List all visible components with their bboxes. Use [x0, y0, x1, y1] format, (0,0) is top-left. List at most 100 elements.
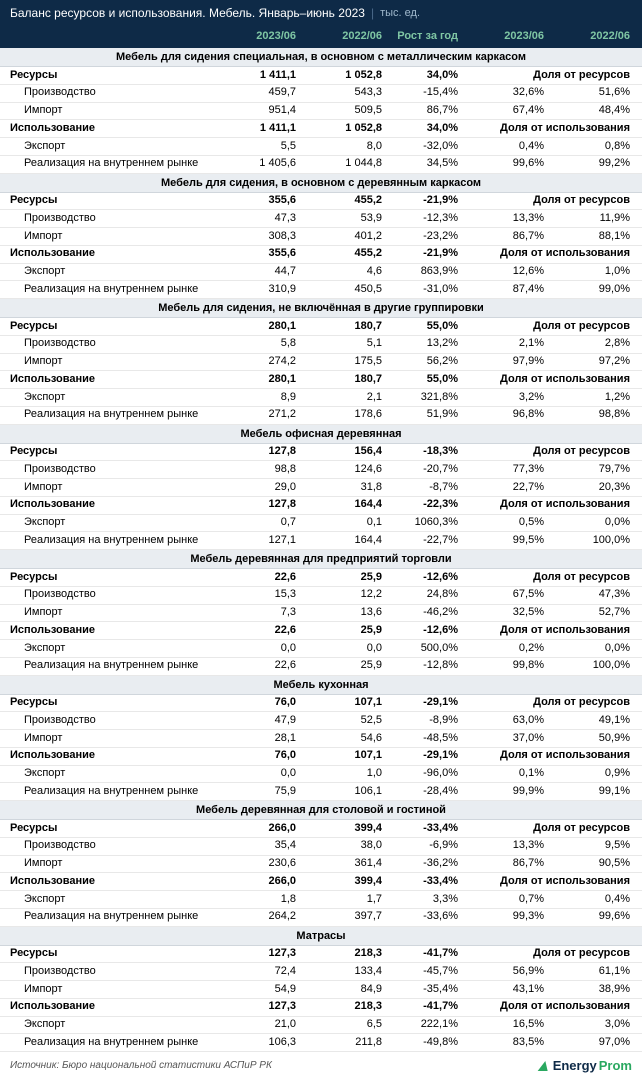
value-2022: 178,6: [296, 408, 382, 422]
value-2023: 76,0: [210, 749, 296, 763]
value-2022: 107,1: [296, 696, 382, 710]
value-2022: 133,4: [296, 965, 382, 979]
value-2023: 0,7: [210, 516, 296, 530]
row-label: Ресурсы: [10, 571, 210, 585]
share-2023: 99,6%: [458, 157, 544, 171]
share-2023: 67,5%: [458, 588, 544, 602]
growth: -46,2%: [382, 606, 458, 620]
share-2022: 97,2%: [544, 355, 630, 369]
table-row: Импорт230,6361,4-36,2%86,7%90,5%: [0, 856, 642, 874]
share-2023: 63,0%: [458, 714, 544, 728]
table-row: Использование280,1180,755,0%Доля от испо…: [0, 371, 642, 389]
row-label: Производство: [10, 86, 210, 100]
row-label: Экспорт: [10, 265, 210, 279]
share-label: Доля от использования: [458, 749, 630, 763]
growth: 34,0%: [382, 69, 458, 83]
value-2022: 164,4: [296, 534, 382, 548]
growth: -23,2%: [382, 230, 458, 244]
row-label: Экспорт: [10, 893, 210, 907]
share-2023: 43,1%: [458, 983, 544, 997]
value-2023: 0,0: [210, 642, 296, 656]
share-label: Доля от ресурсов: [458, 696, 630, 710]
value-2023: 355,6: [210, 194, 296, 208]
share-label: Доля от ресурсов: [458, 69, 630, 83]
growth: -49,8%: [382, 1036, 458, 1050]
value-2022: 509,5: [296, 104, 382, 118]
share-2023: 99,8%: [458, 659, 544, 673]
growth: -48,5%: [382, 732, 458, 746]
table-row: Производство35,438,0-6,9%13,3%9,5%: [0, 838, 642, 856]
value-2022: 543,3: [296, 86, 382, 100]
share-label: Доля от использования: [458, 247, 630, 261]
share-2023: 87,4%: [458, 283, 544, 297]
value-2023: 274,2: [210, 355, 296, 369]
value-2022: 106,1: [296, 785, 382, 799]
table-row: Ресурсы1 411,11 052,834,0%Доля от ресурс…: [0, 67, 642, 85]
value-2023: 35,4: [210, 839, 296, 853]
growth: 500,0%: [382, 642, 458, 656]
row-label: Производство: [10, 463, 210, 477]
share-label: Доля от ресурсов: [458, 947, 630, 961]
table-row: Реализация на внутреннем рынке106,3211,8…: [0, 1034, 642, 1052]
col-header-2023-06-b: 2023/06: [458, 30, 544, 42]
share-2022: 38,9%: [544, 983, 630, 997]
row-label: Использование: [10, 624, 210, 638]
value-2023: 22,6: [210, 659, 296, 673]
share-2022: 49,1%: [544, 714, 630, 728]
value-2022: 180,7: [296, 373, 382, 387]
value-2022: 52,5: [296, 714, 382, 728]
growth: -22,3%: [382, 498, 458, 512]
growth: 55,0%: [382, 320, 458, 334]
row-label: Ресурсы: [10, 696, 210, 710]
col-header-2022-06-a: 2022/06: [296, 30, 382, 42]
table-row: Экспорт1,81,73,3%0,7%0,4%: [0, 891, 642, 909]
growth: -18,3%: [382, 445, 458, 459]
value-2022: 13,6: [296, 606, 382, 620]
share-2022: 51,6%: [544, 86, 630, 100]
share-2022: 79,7%: [544, 463, 630, 477]
share-2022: 90,5%: [544, 857, 630, 871]
title-separator: |: [371, 6, 374, 20]
share-2022: 0,8%: [544, 140, 630, 154]
col-header-2022-06-b: 2022/06: [544, 30, 630, 42]
value-2023: 29,0: [210, 481, 296, 495]
row-label: Реализация на внутреннем рынке: [10, 408, 210, 422]
table-row: Импорт29,031,8-8,7%22,7%20,3%: [0, 479, 642, 497]
growth: 24,8%: [382, 588, 458, 602]
share-2022: 100,0%: [544, 659, 630, 673]
growth: -6,9%: [382, 839, 458, 853]
table-row: Ресурсы127,8156,4-18,3%Доля от ресурсов: [0, 444, 642, 462]
bolt-icon: [537, 1061, 550, 1071]
growth: -35,4%: [382, 983, 458, 997]
value-2023: 1 411,1: [210, 122, 296, 136]
share-2023: 3,2%: [458, 391, 544, 405]
row-label: Реализация на внутреннем рынке: [10, 785, 210, 799]
value-2022: 401,2: [296, 230, 382, 244]
value-2022: 455,2: [296, 194, 382, 208]
row-label: Ресурсы: [10, 320, 210, 334]
growth: -21,9%: [382, 247, 458, 261]
value-2023: 127,8: [210, 498, 296, 512]
value-2023: 280,1: [210, 320, 296, 334]
value-2022: 397,7: [296, 910, 382, 924]
table-row: Реализация на внутреннем рынке1 405,61 0…: [0, 156, 642, 174]
growth: -29,1%: [382, 749, 458, 763]
value-2023: 21,0: [210, 1018, 296, 1032]
table-row: Производство98,8124,6-20,7%77,3%79,7%: [0, 461, 642, 479]
value-2022: 0,0: [296, 642, 382, 656]
value-2022: 180,7: [296, 320, 382, 334]
share-label: Доля от ресурсов: [458, 194, 630, 208]
value-2023: 22,6: [210, 624, 296, 638]
share-2023: 0,7%: [458, 893, 544, 907]
share-2022: 9,5%: [544, 839, 630, 853]
share-label: Доля от ресурсов: [458, 320, 630, 334]
growth: -12,6%: [382, 624, 458, 638]
share-label: Доля от использования: [458, 875, 630, 889]
share-2022: 20,3%: [544, 481, 630, 495]
value-2023: 28,1: [210, 732, 296, 746]
growth: 34,0%: [382, 122, 458, 136]
growth: 222,1%: [382, 1018, 458, 1032]
share-2023: 56,9%: [458, 965, 544, 979]
value-2023: 76,0: [210, 696, 296, 710]
share-2022: 0,4%: [544, 893, 630, 907]
